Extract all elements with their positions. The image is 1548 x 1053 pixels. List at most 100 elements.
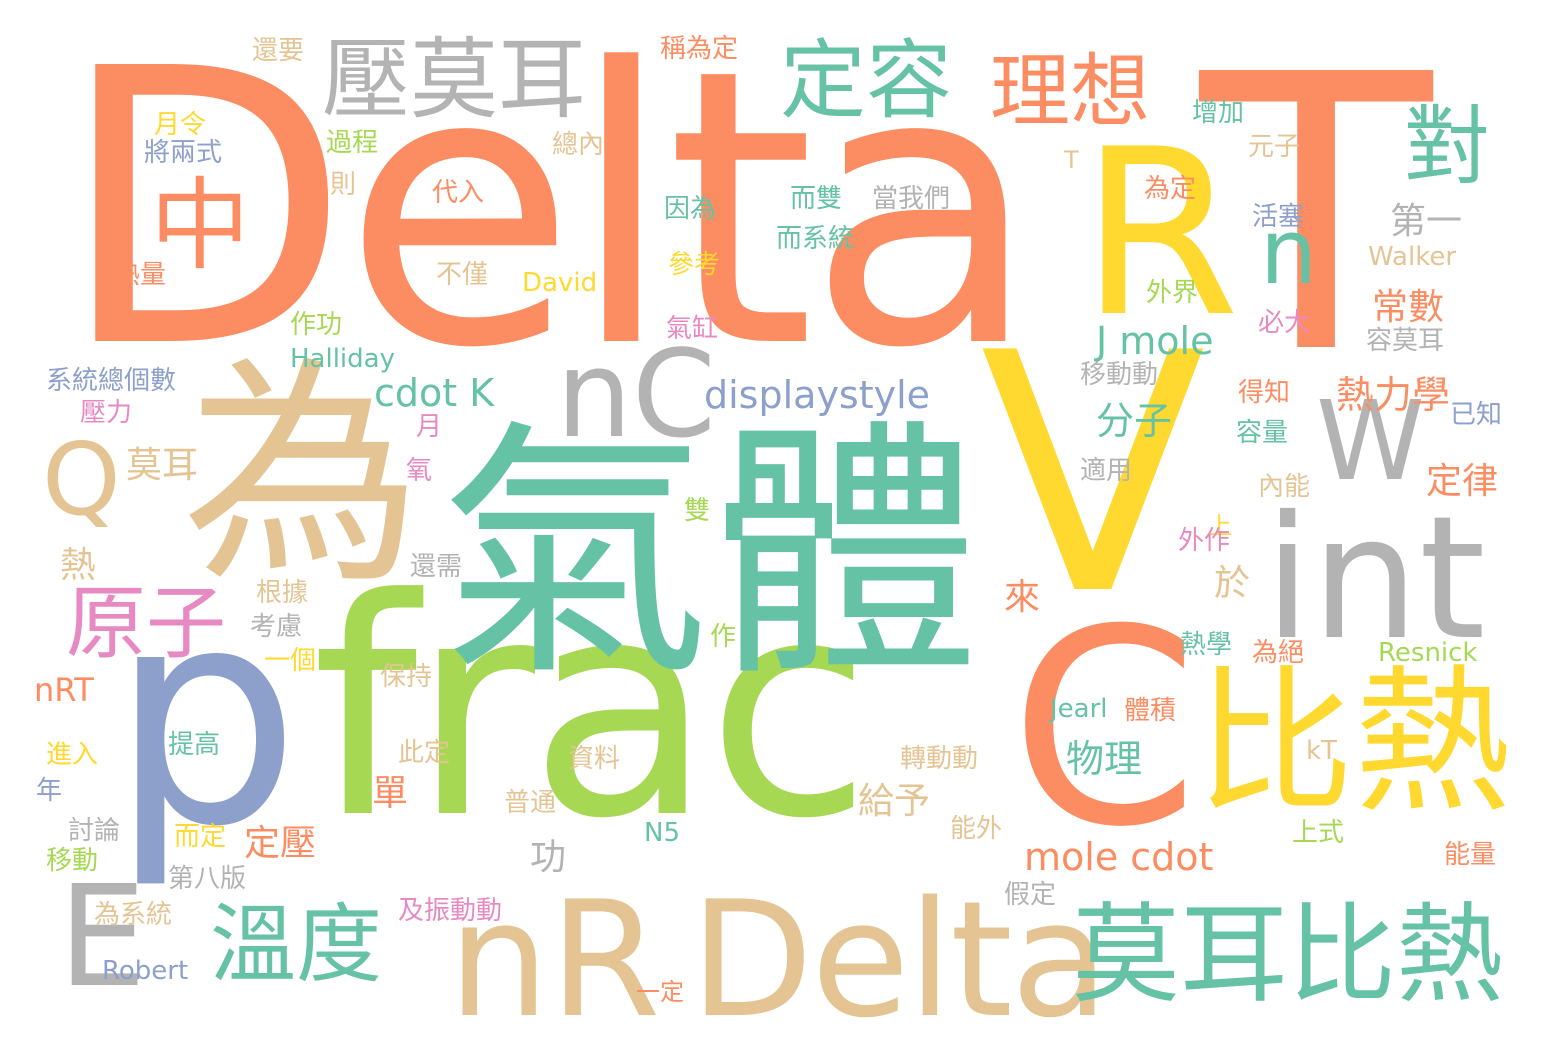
word-q: Q — [42, 421, 121, 538]
word-ze: 則 — [330, 170, 357, 200]
word-ya-moer: 壓莫耳 — [322, 28, 587, 131]
word-wuli: 物理 — [1066, 737, 1143, 781]
word-dezhi: 得知 — [1238, 378, 1291, 408]
word-xitong-zonggeshu: 系統總個數 — [46, 366, 177, 396]
word-shiyong: 適用 — [1080, 456, 1133, 486]
word-shuang: 雙 — [684, 496, 711, 526]
word-displaystyle: displaystyle — [704, 373, 931, 417]
word-ziliao: 資料 — [568, 744, 621, 774]
word-qigang: 氣缸 — [666, 314, 719, 344]
word-zhong: 中 — [150, 167, 250, 284]
word-resnick: Resnick — [1378, 638, 1478, 668]
word-t-large: T — [1200, 0, 1433, 437]
word-relixue: 熱力學 — [1336, 373, 1451, 417]
word-reliang: 熱量 — [114, 260, 167, 290]
word-zengjia: 增加 — [1192, 98, 1245, 128]
word-yang: 氧 — [406, 456, 433, 486]
word-weijue: 為絕 — [1252, 638, 1305, 668]
word-dairu: 代入 — [432, 178, 485, 208]
word-cankao: 參考 — [668, 250, 721, 280]
word-rongmoer: 容莫耳 — [1366, 326, 1445, 356]
word-yiding: 一定 — [636, 978, 684, 1006]
word-wei: 為 — [182, 336, 423, 616]
word-yidongdong: 移動動 — [1080, 360, 1159, 390]
word-haiyao: 還要 — [252, 36, 305, 66]
word-qiti: 氣體 — [440, 397, 980, 712]
word-yali: 壓力 — [80, 398, 133, 428]
word-lixiang: 理想 — [990, 45, 1150, 138]
word-weiding: 為定 — [1144, 174, 1197, 204]
word-chengweiding: 稱為定 — [660, 34, 739, 64]
word-neineng: 內能 — [1258, 472, 1311, 502]
word-bujin: 不僅 — [436, 260, 489, 290]
word-w: W — [1316, 377, 1425, 505]
word-re: 熱 — [60, 545, 97, 586]
word-erding: 而定 — [174, 822, 227, 852]
word-ciding: 此定 — [398, 738, 451, 768]
word-ershuang: 而雙 — [790, 184, 843, 214]
word-yidong: 移動 — [46, 846, 99, 876]
word-dan: 單 — [372, 773, 409, 814]
word-waizuo: 外作 — [1178, 526, 1231, 556]
word-tiji: 體積 — [1124, 696, 1177, 726]
word-n5: N5 — [644, 818, 680, 848]
word-taolun: 討論 — [68, 816, 121, 846]
word-weixitong: 為系統 — [94, 900, 173, 930]
word-huosai: 活塞 — [1252, 202, 1305, 232]
word-tigao: 提高 — [168, 730, 221, 760]
word-changshu: 常數 — [1372, 287, 1445, 328]
word-yuanzi-small: 元子 — [1248, 132, 1301, 162]
word-dingya: 定壓 — [244, 823, 317, 864]
word-rongliang: 容量 — [1236, 418, 1289, 448]
word-zuogong: 作功 — [290, 310, 343, 340]
word-yinwei: 因為 — [664, 194, 717, 224]
word-yue: 月 — [416, 412, 443, 442]
word-walker: Walker — [1368, 242, 1457, 272]
word-zhuandongdong: 轉動動 — [900, 744, 979, 774]
word-zongnei: 總內 — [552, 130, 605, 160]
word-mole-cdot: mole cdot — [1024, 835, 1214, 879]
word-bida: 必大 — [1258, 308, 1311, 338]
word-n: n — [1260, 200, 1318, 305]
word-genju: 根據 — [256, 578, 309, 608]
word-yu: 於 — [1214, 563, 1251, 604]
word-moer: 莫耳 — [126, 445, 199, 486]
word-jearl: Jearl — [1050, 694, 1108, 724]
word-david: David — [522, 268, 598, 298]
word-p: p — [110, 543, 301, 892]
word-cdot-k: cdot K — [374, 371, 495, 415]
word-wendu: 溫度 — [210, 895, 382, 995]
word-nc: nC — [556, 326, 716, 465]
word-t-small: T — [1064, 146, 1079, 174]
word-moer-bire: 莫耳比熱 — [1072, 893, 1505, 1018]
word-e: E — [58, 856, 147, 1019]
word-nian: 年 — [36, 776, 63, 806]
word-int: int — [1264, 480, 1486, 678]
word-geiyu: 給予 — [858, 781, 931, 822]
word-zuo: 作 — [710, 622, 737, 652]
word-fenzi: 分子 — [1096, 399, 1173, 443]
word-shangshi: 上式 — [1292, 818, 1345, 848]
word-yige: 一個 — [264, 646, 317, 676]
word-yueling: 月令 — [154, 110, 207, 140]
word-diyi: 第一 — [1390, 201, 1463, 242]
word-c: C — [1010, 571, 1199, 886]
word-nengliang: 能量 — [1444, 840, 1497, 870]
word-haixu: 還需 — [410, 552, 463, 582]
word-r: R — [1080, 101, 1240, 368]
word-nr: nR — [448, 866, 661, 1053]
word-v: V — [980, 283, 1206, 667]
word-putong: 普通 — [504, 788, 557, 818]
word-dingrong: 定容 — [780, 31, 952, 131]
word-baochi: 保持 — [380, 662, 433, 692]
word-shang: 上 — [1208, 512, 1232, 540]
word-erxitong: 而系統 — [776, 224, 855, 254]
word-lai: 來 — [1004, 577, 1041, 618]
word-robert: Robert — [102, 956, 189, 986]
word-jizhendongdong: 及振動動 — [398, 896, 503, 926]
word-guocheng: 過程 — [326, 128, 379, 158]
word-j-mole: J mole — [1096, 319, 1214, 363]
word-dui: 對 — [1404, 97, 1490, 197]
word-kaolu: 考慮 — [250, 612, 303, 642]
word-dibaban: 第八版 — [168, 864, 247, 894]
